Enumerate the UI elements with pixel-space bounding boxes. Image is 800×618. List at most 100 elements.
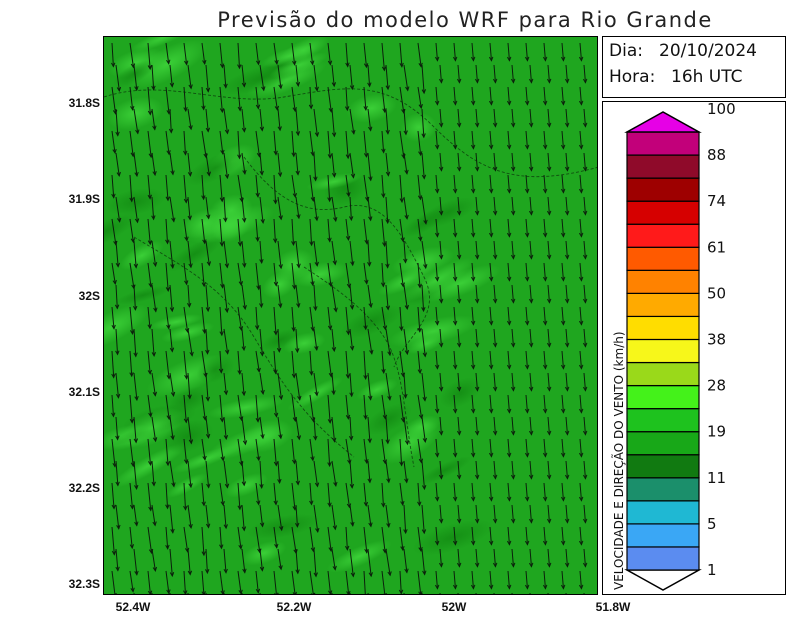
shading-blob bbox=[113, 60, 155, 88]
shading-blob bbox=[120, 240, 164, 271]
wind-arrow bbox=[417, 482, 422, 507]
wind-arrow bbox=[421, 152, 427, 180]
wind-arrow bbox=[129, 130, 135, 158]
wind-arrow bbox=[295, 284, 301, 309]
shading-blob bbox=[306, 172, 362, 191]
wind-arrow bbox=[578, 482, 584, 502]
wind-arrow bbox=[403, 328, 410, 356]
wind-arrow bbox=[165, 394, 171, 421]
colorbar-tick-label: 100 bbox=[707, 102, 736, 118]
wind-arrow bbox=[187, 416, 194, 445]
shading-blob bbox=[439, 377, 482, 408]
wind-arrow bbox=[564, 504, 570, 524]
wind-arrow bbox=[510, 328, 516, 348]
colorbar-tick-label: 28 bbox=[707, 377, 726, 395]
lat-label-32-2s: 32.2S bbox=[68, 481, 100, 495]
wind-arrow bbox=[291, 262, 297, 290]
wind-arrow bbox=[403, 504, 408, 535]
wind-arrow bbox=[456, 504, 462, 524]
wind-arrow bbox=[399, 174, 404, 204]
wind-arrow bbox=[259, 504, 265, 528]
wind-arrow bbox=[578, 526, 584, 546]
wind-arrow bbox=[528, 240, 534, 260]
wind-arrow bbox=[546, 460, 552, 480]
wind-arrow bbox=[327, 174, 332, 203]
wind-arrow bbox=[474, 284, 480, 304]
wind-arrow bbox=[506, 86, 512, 106]
wind-arrow bbox=[493, 592, 495, 594]
wind-arrow bbox=[470, 42, 476, 62]
wind-arrow bbox=[259, 460, 264, 489]
colorbar-bottom-cap bbox=[624, 569, 702, 591]
wind-arrow bbox=[456, 460, 462, 480]
wind-arrow bbox=[560, 438, 566, 458]
wind-arrow bbox=[345, 130, 351, 160]
wind-arrow bbox=[492, 240, 498, 260]
wind-arrow bbox=[276, 328, 282, 353]
wind-arrow bbox=[381, 42, 387, 72]
wind-arrow bbox=[169, 328, 175, 353]
shading-blob bbox=[400, 112, 437, 142]
wind-arrow bbox=[488, 130, 494, 150]
wind-arrow bbox=[237, 570, 243, 594]
wind-arrow bbox=[133, 284, 138, 311]
wind-arrow bbox=[470, 86, 476, 106]
wind-arrow bbox=[255, 42, 261, 66]
wind-arrow bbox=[596, 497, 597, 498]
wind-arrow bbox=[273, 306, 278, 336]
wind-arrow bbox=[596, 321, 597, 322]
wind-arrow bbox=[582, 504, 588, 524]
wind-arrow bbox=[277, 64, 283, 90]
wind-arrow bbox=[241, 592, 243, 594]
shading-blob bbox=[127, 39, 208, 89]
wind-arrow bbox=[564, 108, 570, 128]
wind-arrow bbox=[434, 394, 440, 414]
wind-arrow bbox=[111, 570, 118, 594]
wind-arrow bbox=[398, 570, 404, 594]
wind-arrow bbox=[187, 504, 193, 530]
shading-blob bbox=[269, 52, 328, 79]
wind-arrow bbox=[201, 218, 207, 245]
colorbar-tick-label: 1 bbox=[707, 561, 717, 579]
wind-arrow bbox=[560, 86, 566, 106]
wind-arrow bbox=[205, 416, 211, 439]
wind-arrow bbox=[169, 592, 171, 594]
wind-arrow bbox=[363, 42, 369, 69]
wind-arrow bbox=[492, 504, 498, 524]
wind-arrow bbox=[129, 526, 135, 550]
wind-arrow bbox=[151, 592, 153, 594]
colorbar-cell bbox=[626, 361, 700, 387]
wind-arrow bbox=[115, 592, 117, 594]
wind-arrow bbox=[421, 504, 427, 535]
wind-arrow bbox=[345, 482, 352, 509]
wind-arrow bbox=[578, 438, 584, 458]
wind-arrow bbox=[277, 240, 283, 270]
wind-arrow bbox=[381, 130, 386, 154]
wind-arrow bbox=[169, 416, 175, 441]
wind-arrow bbox=[327, 526, 333, 553]
wind-arrow bbox=[205, 504, 211, 529]
wind-arrow bbox=[542, 42, 548, 62]
wind-arrow bbox=[309, 42, 315, 66]
wind-arrow bbox=[488, 570, 494, 590]
wind-arrow bbox=[201, 174, 206, 201]
wind-arrow bbox=[417, 350, 422, 375]
wind-arrow bbox=[475, 592, 477, 594]
wind-arrow bbox=[399, 306, 404, 332]
colorbar-tick-label: 74 bbox=[707, 192, 726, 210]
wind-arrow bbox=[470, 526, 476, 546]
wind-arrow bbox=[385, 284, 391, 311]
wind-arrow bbox=[331, 284, 338, 313]
wind-arrow bbox=[205, 460, 211, 489]
wind-arrow bbox=[506, 394, 512, 414]
wind-arrow bbox=[399, 482, 405, 507]
wind-arrow bbox=[308, 86, 314, 110]
wind-arrow bbox=[421, 108, 426, 139]
wind-arrow bbox=[273, 482, 278, 506]
wind-arrow bbox=[582, 284, 588, 304]
wind-arrow bbox=[277, 504, 284, 532]
wind-arrow bbox=[147, 42, 153, 71]
wind-arrow bbox=[114, 284, 120, 310]
wind-arrow bbox=[219, 482, 225, 507]
wind-arrow bbox=[277, 372, 284, 401]
